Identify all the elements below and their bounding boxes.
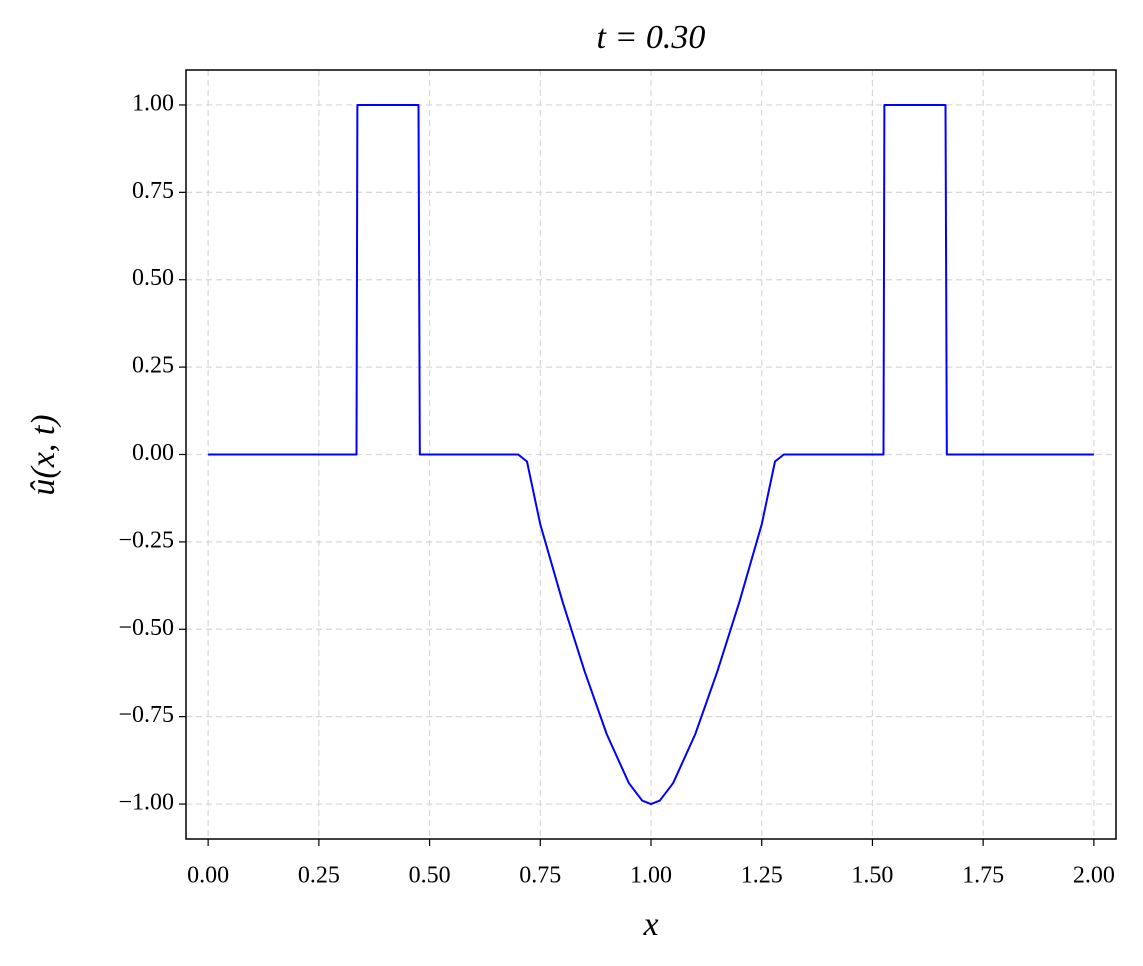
x-tick-label: 0.75	[519, 863, 561, 889]
x-tick-label: 1.75	[962, 863, 1004, 889]
y-tick-label: 0.75	[132, 178, 174, 204]
y-tick-label: −1.00	[118, 790, 174, 816]
y-tick-label: −0.25	[118, 527, 174, 553]
chart-title: t = 0.30	[597, 19, 706, 56]
y-tick-label: 0.25	[132, 353, 174, 379]
plot-frame	[185, 69, 1117, 840]
y-tick-label: −0.50	[118, 615, 174, 641]
y-tick-label: 0.50	[132, 265, 174, 291]
x-tick-label: 1.00	[630, 863, 672, 889]
y-tick-label: 1.00	[132, 90, 174, 116]
y-axis-label: û(x, t)	[25, 414, 62, 495]
x-tick-label: 0.50	[409, 863, 451, 889]
x-tick-label: 1.50	[851, 863, 893, 889]
x-tick-label: 0.25	[298, 863, 340, 889]
y-tick-label: −0.75	[118, 702, 174, 728]
data-line	[208, 103, 1094, 806]
x-tick-label: 1.25	[741, 863, 783, 889]
x-axis-label: x	[642, 906, 658, 943]
x-tick-label: 0.00	[187, 863, 229, 889]
x-tick-label: 2.00	[1073, 863, 1115, 889]
y-tick-label: 0.00	[132, 440, 174, 466]
